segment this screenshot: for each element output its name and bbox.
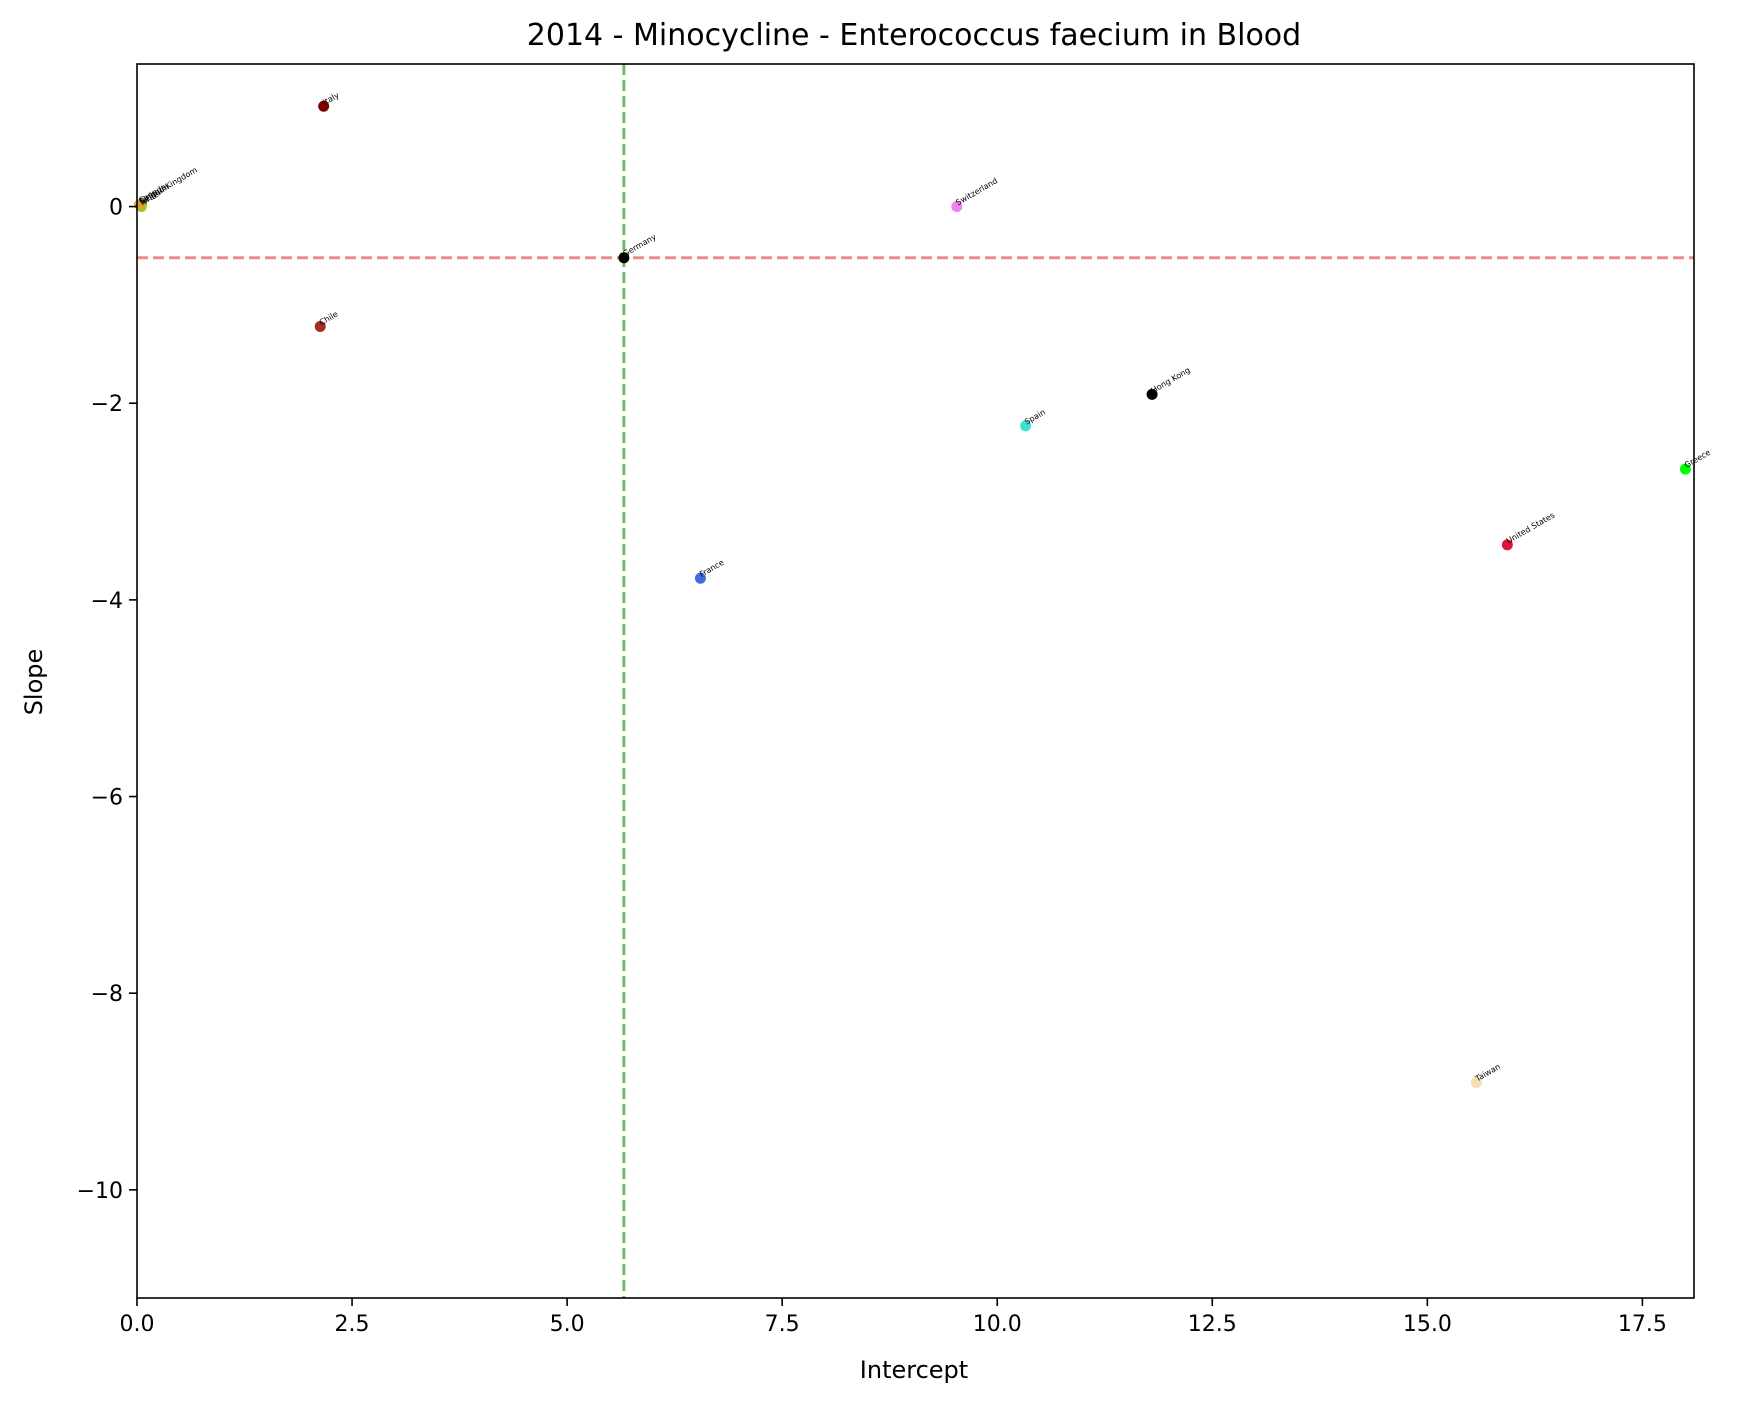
x-tick-label: 10.0: [973, 1312, 1022, 1337]
y-tick-label: −2: [91, 392, 123, 417]
data-point: [694, 572, 706, 584]
data-point: [618, 252, 630, 264]
x-tick-label: 17.5: [1618, 1312, 1667, 1337]
x-tick-label: 0.0: [120, 1312, 155, 1337]
x-tick-label: 12.5: [1188, 1312, 1237, 1337]
x-tick-label: 7.5: [765, 1312, 800, 1337]
x-tick-label: 15.0: [1403, 1312, 1452, 1337]
data-point: [314, 321, 326, 333]
y-tick-label: −4: [91, 589, 123, 614]
data-point: [1679, 463, 1691, 475]
data-point: [951, 201, 963, 213]
y-tick-label: 0: [109, 196, 123, 221]
plot-frame: [136, 63, 1695, 1299]
x-axis: 0.0 2.5 5.0 7.5 10.0 12.5 15.0 17.5: [120, 1298, 1667, 1337]
data-point: [1501, 539, 1513, 551]
x-tick-label: 5.0: [550, 1312, 585, 1337]
y-axis: 0 −2 −4 −6 −8 −10: [77, 196, 137, 1204]
data-point: [1146, 388, 1158, 400]
y-tick-label: −10: [77, 1179, 123, 1204]
y-tick-label: −6: [91, 786, 123, 811]
data-point: [318, 100, 330, 112]
reference-lines: [137, 64, 1694, 1298]
x-axis-label: Intercept: [860, 1356, 968, 1384]
y-tick-label: −8: [91, 982, 123, 1007]
y-axis-label: Slope: [20, 649, 48, 716]
data-point: [1470, 1077, 1482, 1089]
data-point: [1020, 420, 1032, 432]
chart-title: 2014 - Minocycline - Enterococcus faeciu…: [527, 18, 1301, 53]
x-tick-label: 2.5: [335, 1312, 370, 1337]
